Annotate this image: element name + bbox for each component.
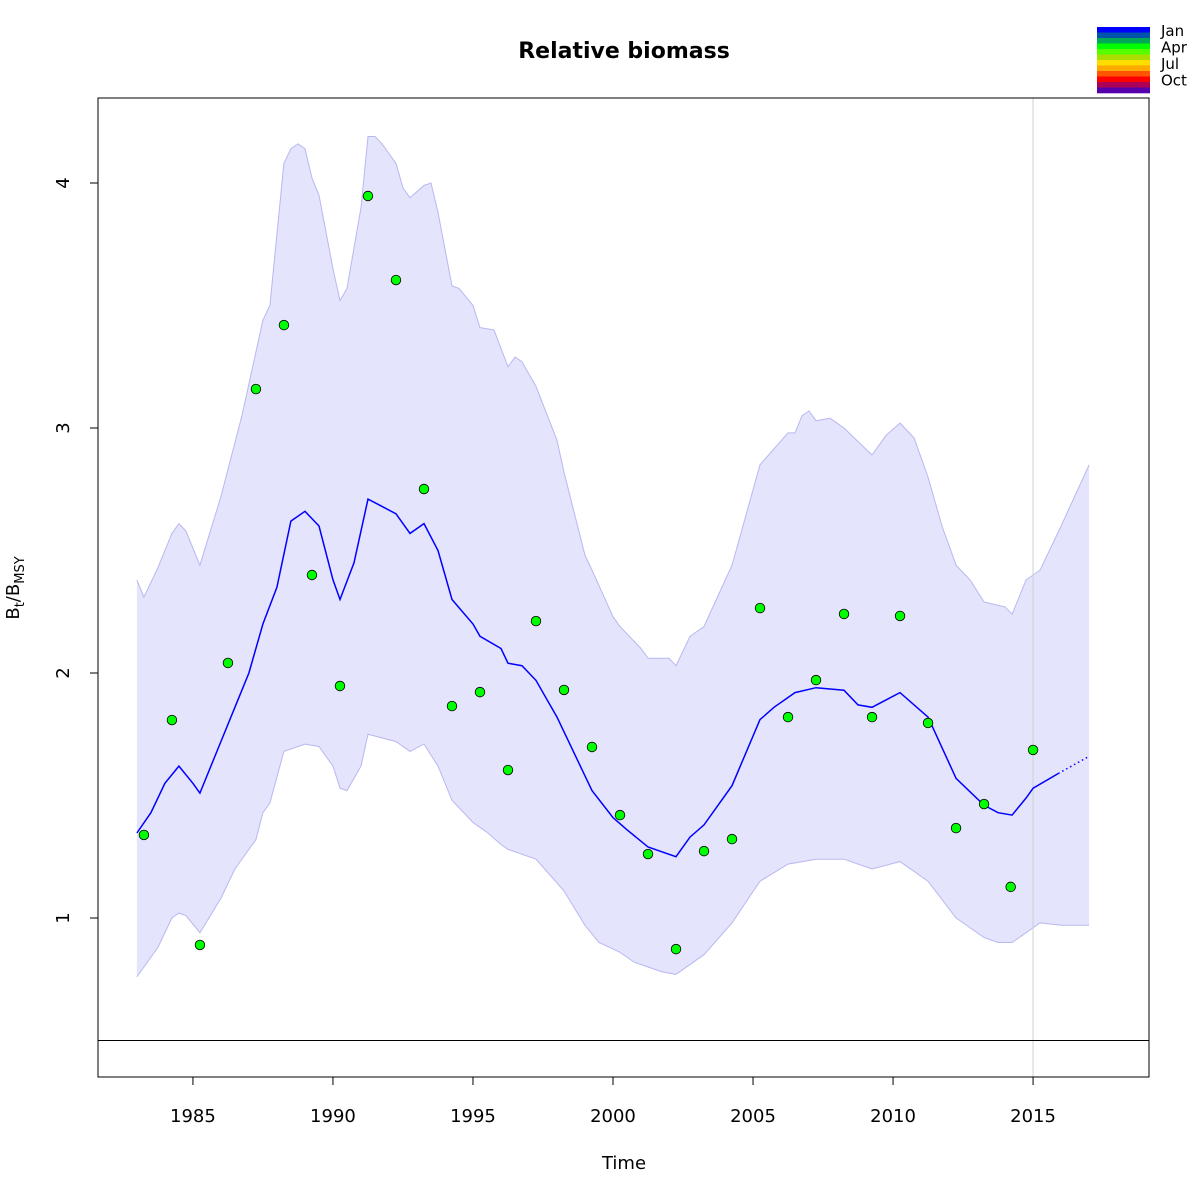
observation-point [166, 714, 178, 726]
plot-area [98, 98, 1149, 1077]
y-tick-label: 3 [53, 422, 74, 433]
y-tick-label: 4 [53, 177, 74, 188]
legend-color-swatch [1097, 60, 1150, 66]
observation-point [474, 686, 486, 698]
observation-point [1005, 881, 1016, 893]
y-label-sub-t: t [13, 602, 28, 607]
legend-color-swatch [1097, 49, 1150, 55]
ci-lower-line [136, 733, 1090, 978]
legend-color-swatch [1097, 65, 1150, 72]
median-line [136, 497, 1059, 858]
observation-point [754, 602, 766, 614]
x-tick-label: 2010 [870, 1106, 916, 1127]
y-axis-label: Bt/BMSY [3, 556, 28, 619]
x-axis: 1985 1990 1995 2000 2005 2010 2015 [170, 1076, 1056, 1127]
observation-point [698, 845, 710, 857]
observation-point [614, 809, 626, 821]
observation-point [866, 711, 878, 723]
x-tick-label: 2005 [730, 1106, 776, 1127]
observation-point [278, 319, 290, 331]
y-tick-label: 2 [53, 667, 74, 678]
y-label-sep: /B [3, 584, 24, 602]
observation-point [446, 700, 458, 712]
observation-point [922, 717, 934, 729]
observation-point [642, 848, 654, 860]
legend-label: Apr [1161, 39, 1188, 57]
observation-point [530, 615, 542, 627]
observation-point [418, 483, 430, 495]
y-axis: 1 2 3 4 [53, 177, 99, 924]
forecast-line [1057, 755, 1090, 775]
legend-color-swatch [1097, 82, 1150, 88]
legend-label: Oct [1161, 72, 1187, 90]
y-tick-label: 1 [53, 912, 74, 923]
observation-point [390, 274, 402, 286]
observation-point [194, 939, 206, 951]
observation-point [586, 741, 598, 753]
observation-point [222, 657, 234, 669]
x-tick-label: 1985 [170, 1106, 216, 1127]
legend-color-swatch [1097, 38, 1150, 44]
legend-color-swatch [1097, 43, 1150, 50]
legend-color-swatch [1097, 27, 1150, 33]
legend-color-swatch [1097, 87, 1150, 94]
y-label-sub-msy: MSY [13, 556, 28, 583]
observation-point [726, 833, 738, 845]
legend-color-swatch [1097, 54, 1150, 61]
legend-color-swatch [1097, 32, 1150, 39]
observation-point [782, 711, 794, 723]
observation-point [950, 822, 962, 834]
observation-point [558, 684, 570, 696]
observation-point [1027, 744, 1039, 756]
observation-point [978, 798, 990, 810]
ci-upper-line [136, 136, 1090, 667]
legend-label: Jul [1160, 55, 1179, 73]
x-tick-label: 2000 [590, 1106, 636, 1127]
observation-point [838, 608, 850, 620]
y-label-main: B [3, 607, 24, 619]
observation-point [306, 569, 318, 581]
observation-point [894, 610, 906, 622]
observation-point [334, 680, 346, 692]
chart-title: Relative biomass [518, 39, 730, 64]
x-tick-label: 1995 [450, 1106, 496, 1127]
legend-label: Jan [1160, 22, 1184, 40]
observation-point [250, 383, 262, 395]
observation-point [810, 674, 822, 686]
legend-color-swatch [1097, 71, 1150, 77]
x-tick-label: 1990 [310, 1106, 356, 1127]
observation-point [362, 190, 374, 202]
observation-point [670, 943, 682, 955]
observation-point [138, 829, 150, 841]
legend-color-swatch [1097, 76, 1150, 83]
observation-point [502, 764, 514, 776]
confidence-band [136, 136, 1090, 977]
x-axis-label: Time [601, 1153, 646, 1174]
x-tick-label: 2015 [1010, 1106, 1056, 1127]
